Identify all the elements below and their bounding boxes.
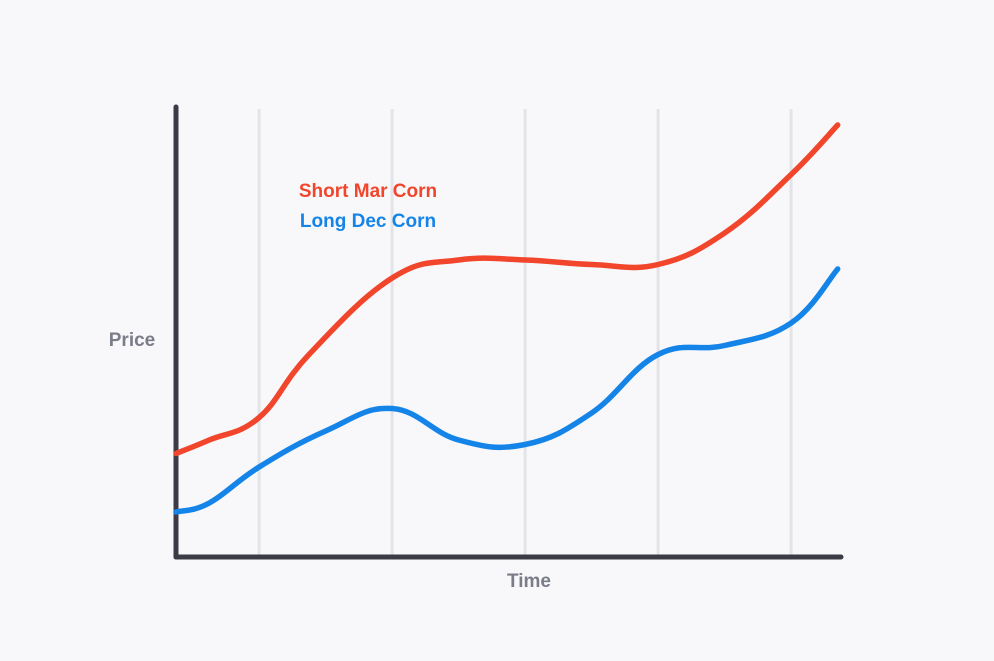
y-axis-label: Price <box>109 330 155 351</box>
legend-label-long-dec-corn: Long Dec Corn <box>300 211 436 232</box>
series-line-long-dec-corn <box>173 266 841 515</box>
axes-layer <box>173 104 844 560</box>
series-line-short-mar-corn <box>173 122 841 457</box>
grid-layer <box>257 109 793 557</box>
legend-label-short-mar-corn: Short Mar Corn <box>299 181 437 202</box>
series-layer <box>173 122 841 515</box>
x-axis-label: Time <box>507 571 551 592</box>
